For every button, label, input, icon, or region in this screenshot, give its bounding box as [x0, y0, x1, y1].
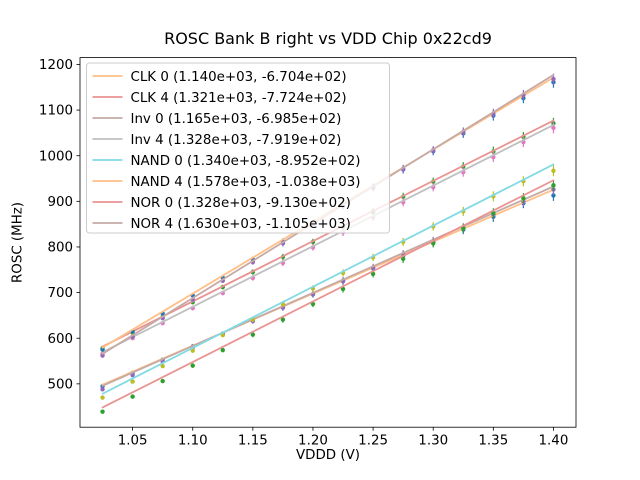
legend-label: NOR 0 (1.328e+03, -9.130e+02)	[131, 196, 351, 211]
x-tick-label: 1.40	[539, 434, 569, 449]
fit-line-inv-4	[101, 124, 555, 354]
data-point	[190, 363, 195, 368]
fit-line-nor-0	[101, 179, 555, 409]
fit-line-nand-0	[101, 163, 555, 395]
data-point	[130, 379, 135, 384]
x-axis-label: VDDD (V)	[296, 448, 360, 463]
x-tick-label: 1.35	[478, 434, 508, 449]
legend-entry-nand-0: NAND 0 (1.340e+03, -8.952e+02)	[92, 154, 361, 169]
legend-entry-clk-0: CLK 0 (1.140e+03, -6.704e+02)	[92, 70, 347, 85]
data-point	[160, 363, 165, 369]
legend-entry-nor-4: NOR 4 (1.630e+03, -1.105e+03)	[92, 217, 351, 232]
data-point	[160, 378, 165, 384]
x-tick-label: 1.15	[238, 434, 268, 449]
data-point	[130, 394, 135, 399]
data-point	[521, 195, 526, 201]
legend-entry-nand-4: NAND 4 (1.578e+03, -1.038e+03)	[92, 175, 361, 190]
legend-entry-inv-0: Inv 0 (1.165e+03, -6.985e+02)	[92, 112, 342, 127]
series-nor-0	[100, 179, 556, 414]
y-tick-label: 800	[47, 241, 73, 256]
legend-entry-inv-4: Inv 4 (1.328e+03, -7.919e+02)	[92, 133, 342, 148]
x-tick-label: 1.05	[118, 434, 148, 449]
legend-label: Inv 4 (1.328e+03, -7.919e+02)	[131, 133, 342, 148]
data-point	[370, 271, 376, 277]
x-tick-label: 1.25	[358, 434, 388, 449]
y-tick-label: 600	[47, 332, 73, 347]
data-point	[220, 347, 225, 353]
legend-label: NAND 4 (1.578e+03, -1.038e+03)	[131, 175, 361, 190]
data-point	[551, 193, 556, 198]
legend-label: CLK 0 (1.140e+03, -6.704e+02)	[131, 70, 347, 85]
x-axis-ticks: 1.05 1.10 1.15 1.20 1.25 1.30 1.35 1.40	[118, 427, 569, 449]
fit-line-inv-0	[101, 185, 555, 387]
data-point	[100, 387, 105, 392]
x-tick-label: 1.30	[418, 434, 448, 449]
scatter-points-nor-0	[100, 179, 556, 414]
axes-frame	[79, 57, 577, 428]
fit-line-clk-4	[101, 119, 555, 348]
y-tick-label: 1200	[39, 58, 73, 73]
data-point	[100, 347, 105, 352]
x-tick-label: 1.10	[178, 434, 208, 449]
data-point	[100, 353, 105, 358]
x-tick-label: 1.20	[298, 434, 328, 449]
legend-entry-nor-0: NOR 0 (1.328e+03, -9.130e+02)	[92, 196, 351, 211]
data-point	[551, 168, 556, 173]
legend-label: CLK 4 (1.321e+03, -7.724e+02)	[131, 91, 347, 106]
data-point	[130, 372, 135, 378]
data-point	[100, 395, 105, 400]
legend-label: NAND 0 (1.340e+03, -8.952e+02)	[131, 154, 361, 169]
chart-title: ROSC Bank B right vs VDD Chip 0x22cd9	[164, 29, 492, 48]
y-tick-label: 500	[47, 377, 73, 392]
y-axis-label: ROSC (MHz)	[10, 201, 26, 284]
legend-label: NOR 4 (1.630e+03, -1.105e+03)	[131, 217, 351, 232]
data-point	[280, 317, 286, 322]
data-point	[400, 256, 406, 262]
y-tick-label: 700	[47, 286, 73, 301]
data-point	[551, 183, 556, 188]
y-tick-label: 1000	[39, 149, 73, 164]
data-point	[551, 125, 556, 131]
y-axis-ticks: 500 600 700 800 900 1000 1100 1200	[39, 58, 80, 392]
data-point	[100, 409, 105, 414]
data-point	[551, 76, 556, 82]
legend-label: Inv 0 (1.165e+03, -6.985e+02)	[131, 112, 342, 127]
legend: CLK 0 (1.140e+03, -6.704e+02) CLK 4 (1.32…	[86, 62, 390, 234]
legend-box	[86, 62, 390, 234]
legend-entry-clk-4: CLK 4 (1.321e+03, -7.724e+02)	[92, 91, 347, 106]
data-point	[250, 332, 256, 337]
series-nand-0	[100, 163, 556, 400]
y-tick-label: 900	[47, 195, 73, 210]
y-tick-label: 1100	[39, 104, 73, 119]
